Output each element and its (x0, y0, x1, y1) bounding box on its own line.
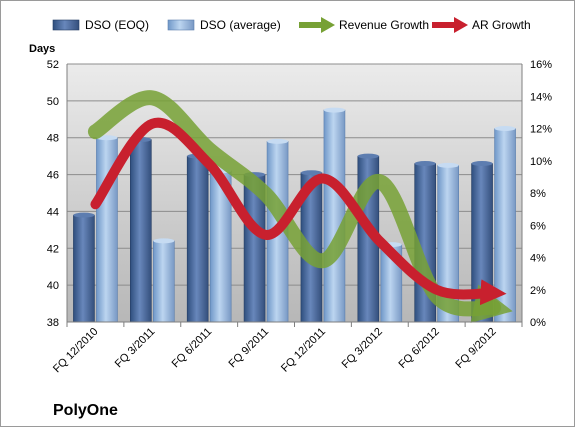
y-axis-title: Days (29, 43, 55, 55)
y-tick-label: 40 (47, 280, 59, 292)
y-tick-label: 46 (47, 170, 59, 182)
x-tick-label: FQ 9/2012 (453, 326, 498, 371)
bar-top-dso-eoq (471, 161, 493, 167)
bar-dso-eoq (73, 214, 95, 323)
y2-tick-label: 4% (530, 253, 546, 265)
x-tick-label: FQ 3/2012 (340, 326, 385, 371)
y2-tick-label: 16% (530, 59, 552, 71)
y2-tick-label: 0% (530, 317, 546, 329)
legend-arrow (454, 17, 468, 33)
y-tick-label: 38 (47, 317, 59, 329)
y2-tick-label: 8% (530, 188, 546, 200)
right-axis-ticks: 0% 2% 4% 6% 8% 10% 12% 14% 16% (530, 59, 552, 329)
bar-dso-average (153, 240, 175, 323)
y-tick-label: 52 (47, 59, 59, 71)
y-tick-label: 44 (47, 206, 59, 218)
x-tick-label: FQ 12/2011 (279, 326, 328, 375)
y-tick-label: 50 (47, 96, 59, 108)
y-tick-label: 48 (47, 133, 59, 145)
x-tick-label: FQ 9/2011 (227, 326, 272, 371)
bar-top-dso-average (323, 107, 345, 113)
legend-arrow (321, 17, 335, 33)
bar-top-dso-eoq (414, 161, 436, 167)
y2-tick-label: 10% (530, 156, 552, 168)
legend-label: DSO (average) (200, 18, 281, 32)
y2-tick-label: 2% (530, 285, 546, 297)
left-axis-ticks: 38 40 42 44 46 48 50 52 (47, 59, 59, 329)
bar-top-dso-average (267, 138, 289, 144)
legend-swatch (167, 19, 195, 31)
x-axis-ticks: FQ 12/2010 FQ 3/2011 FQ 6/2011 FQ 9/2011 FQ … (51, 326, 499, 376)
legend-label: Revenue Growth (339, 18, 429, 32)
x-tick-label: FQ 6/2012 (397, 326, 442, 371)
axes (66, 64, 523, 327)
company-name: PolyOne (53, 402, 118, 419)
x-tick-label: FQ 12/2010 (51, 326, 101, 376)
legend-label: AR Growth (472, 18, 531, 32)
x-tick-label: FQ 3/2011 (113, 326, 158, 371)
bar-top-dso-eoq (73, 212, 95, 218)
growth-lines (87, 90, 513, 323)
legend: DSO (EOQ) DSO (average) Revenue Growth AR G… (52, 17, 531, 33)
y2-tick-label: 12% (530, 124, 552, 136)
bar-dso-average (323, 109, 346, 323)
bar-top-dso-average (494, 126, 516, 131)
bar-top-dso-average (437, 162, 459, 168)
y-tick-label: 42 (47, 243, 59, 255)
bar-top-dso-eoq (357, 153, 379, 159)
bar-top-dso-eoq (300, 170, 322, 176)
line-ar-growth (90, 117, 507, 306)
bar-top-dso-average (153, 238, 175, 244)
bar-dso-eoq (186, 155, 209, 323)
legend-label: DSO (EOQ) (85, 18, 149, 32)
x-tick-label: FQ 6/2011 (170, 326, 215, 371)
y2-tick-label: 6% (530, 220, 546, 232)
y2-tick-label: 14% (530, 91, 552, 103)
legend-swatch (52, 19, 80, 31)
bar-dso-eoq (130, 139, 152, 323)
